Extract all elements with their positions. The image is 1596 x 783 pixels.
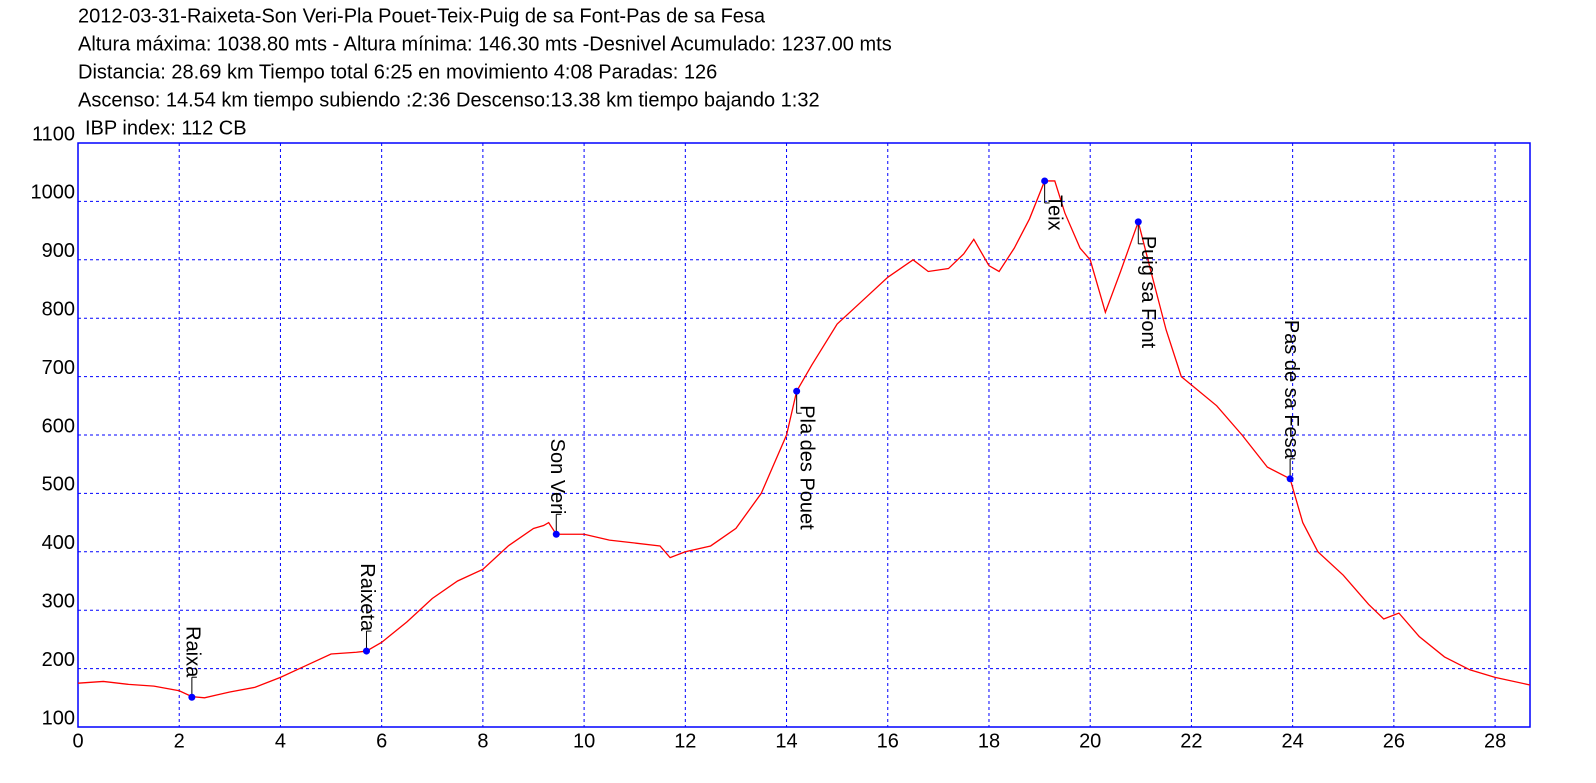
y-tick-label: 100 — [42, 707, 75, 729]
waypoint-marker — [793, 387, 801, 395]
x-tick-label: 16 — [877, 730, 899, 752]
elevation-line — [77, 180, 1531, 699]
subtitle: Distancia: 28.69 km Tiempo total 6:25 en… — [78, 61, 717, 83]
y-tick-label: 300 — [42, 590, 75, 612]
subtitle: IBP index: 112 CB — [85, 117, 247, 139]
y-tick-label: 500 — [42, 474, 75, 496]
waypoint-marker — [1041, 177, 1049, 185]
x-tick-label: 24 — [1282, 730, 1304, 752]
y-tick-label: 200 — [42, 649, 75, 671]
waypoint-label: Raixa — [182, 626, 204, 678]
y-tick-label: 900 — [42, 240, 75, 262]
waypoint-label: Puig sa Font — [1137, 236, 1159, 349]
subtitle: Ascenso: 14.54 km tiempo subiendo :2:36 … — [78, 89, 820, 111]
y-tick-label: 1000 — [31, 182, 76, 204]
x-tick-label: 0 — [72, 730, 83, 752]
x-tick-label: 2 — [174, 730, 185, 752]
x-tick-label: 28 — [1484, 730, 1506, 752]
waypoint-marker — [362, 647, 370, 655]
waypoint-marker — [552, 530, 560, 538]
title: 2012-03-31-Raixeta-Son Veri-Pla Pouet-Te… — [78, 5, 766, 27]
waypoint-marker — [1134, 218, 1142, 226]
y-tick-label: 1100 — [32, 123, 75, 145]
y-tick-label: 800 — [42, 298, 75, 320]
waypoint-label: Pas de sa Fesa — [1280, 320, 1302, 460]
x-tick-label: 18 — [978, 730, 1000, 752]
waypoint-marker — [1286, 475, 1294, 483]
x-tick-label: 12 — [674, 730, 696, 752]
plot-frame — [77, 142, 1531, 728]
waypoint-label: Teix — [1043, 195, 1065, 231]
x-tick-label: 26 — [1383, 730, 1405, 752]
x-tick-label: 4 — [275, 730, 286, 752]
waypoint-marker — [188, 693, 196, 701]
y-tick-label: 600 — [42, 415, 75, 437]
y-tick-label: 700 — [42, 357, 75, 379]
subtitle: Altura máxima: 1038.80 mts - Altura míni… — [78, 33, 892, 55]
x-tick-label: 6 — [376, 730, 387, 752]
x-tick-label: 22 — [1180, 730, 1202, 752]
x-tick-label: 20 — [1079, 730, 1101, 752]
x-tick-label: 10 — [573, 730, 595, 752]
waypoint-label: Pla des Pouet — [795, 405, 817, 530]
x-tick-label: 14 — [775, 730, 797, 752]
waypoint-label: Raixeta — [356, 563, 378, 632]
waypoint-label: Son Veri — [546, 439, 568, 515]
x-tick-label: 8 — [477, 730, 488, 752]
y-tick-label: 400 — [42, 532, 75, 554]
